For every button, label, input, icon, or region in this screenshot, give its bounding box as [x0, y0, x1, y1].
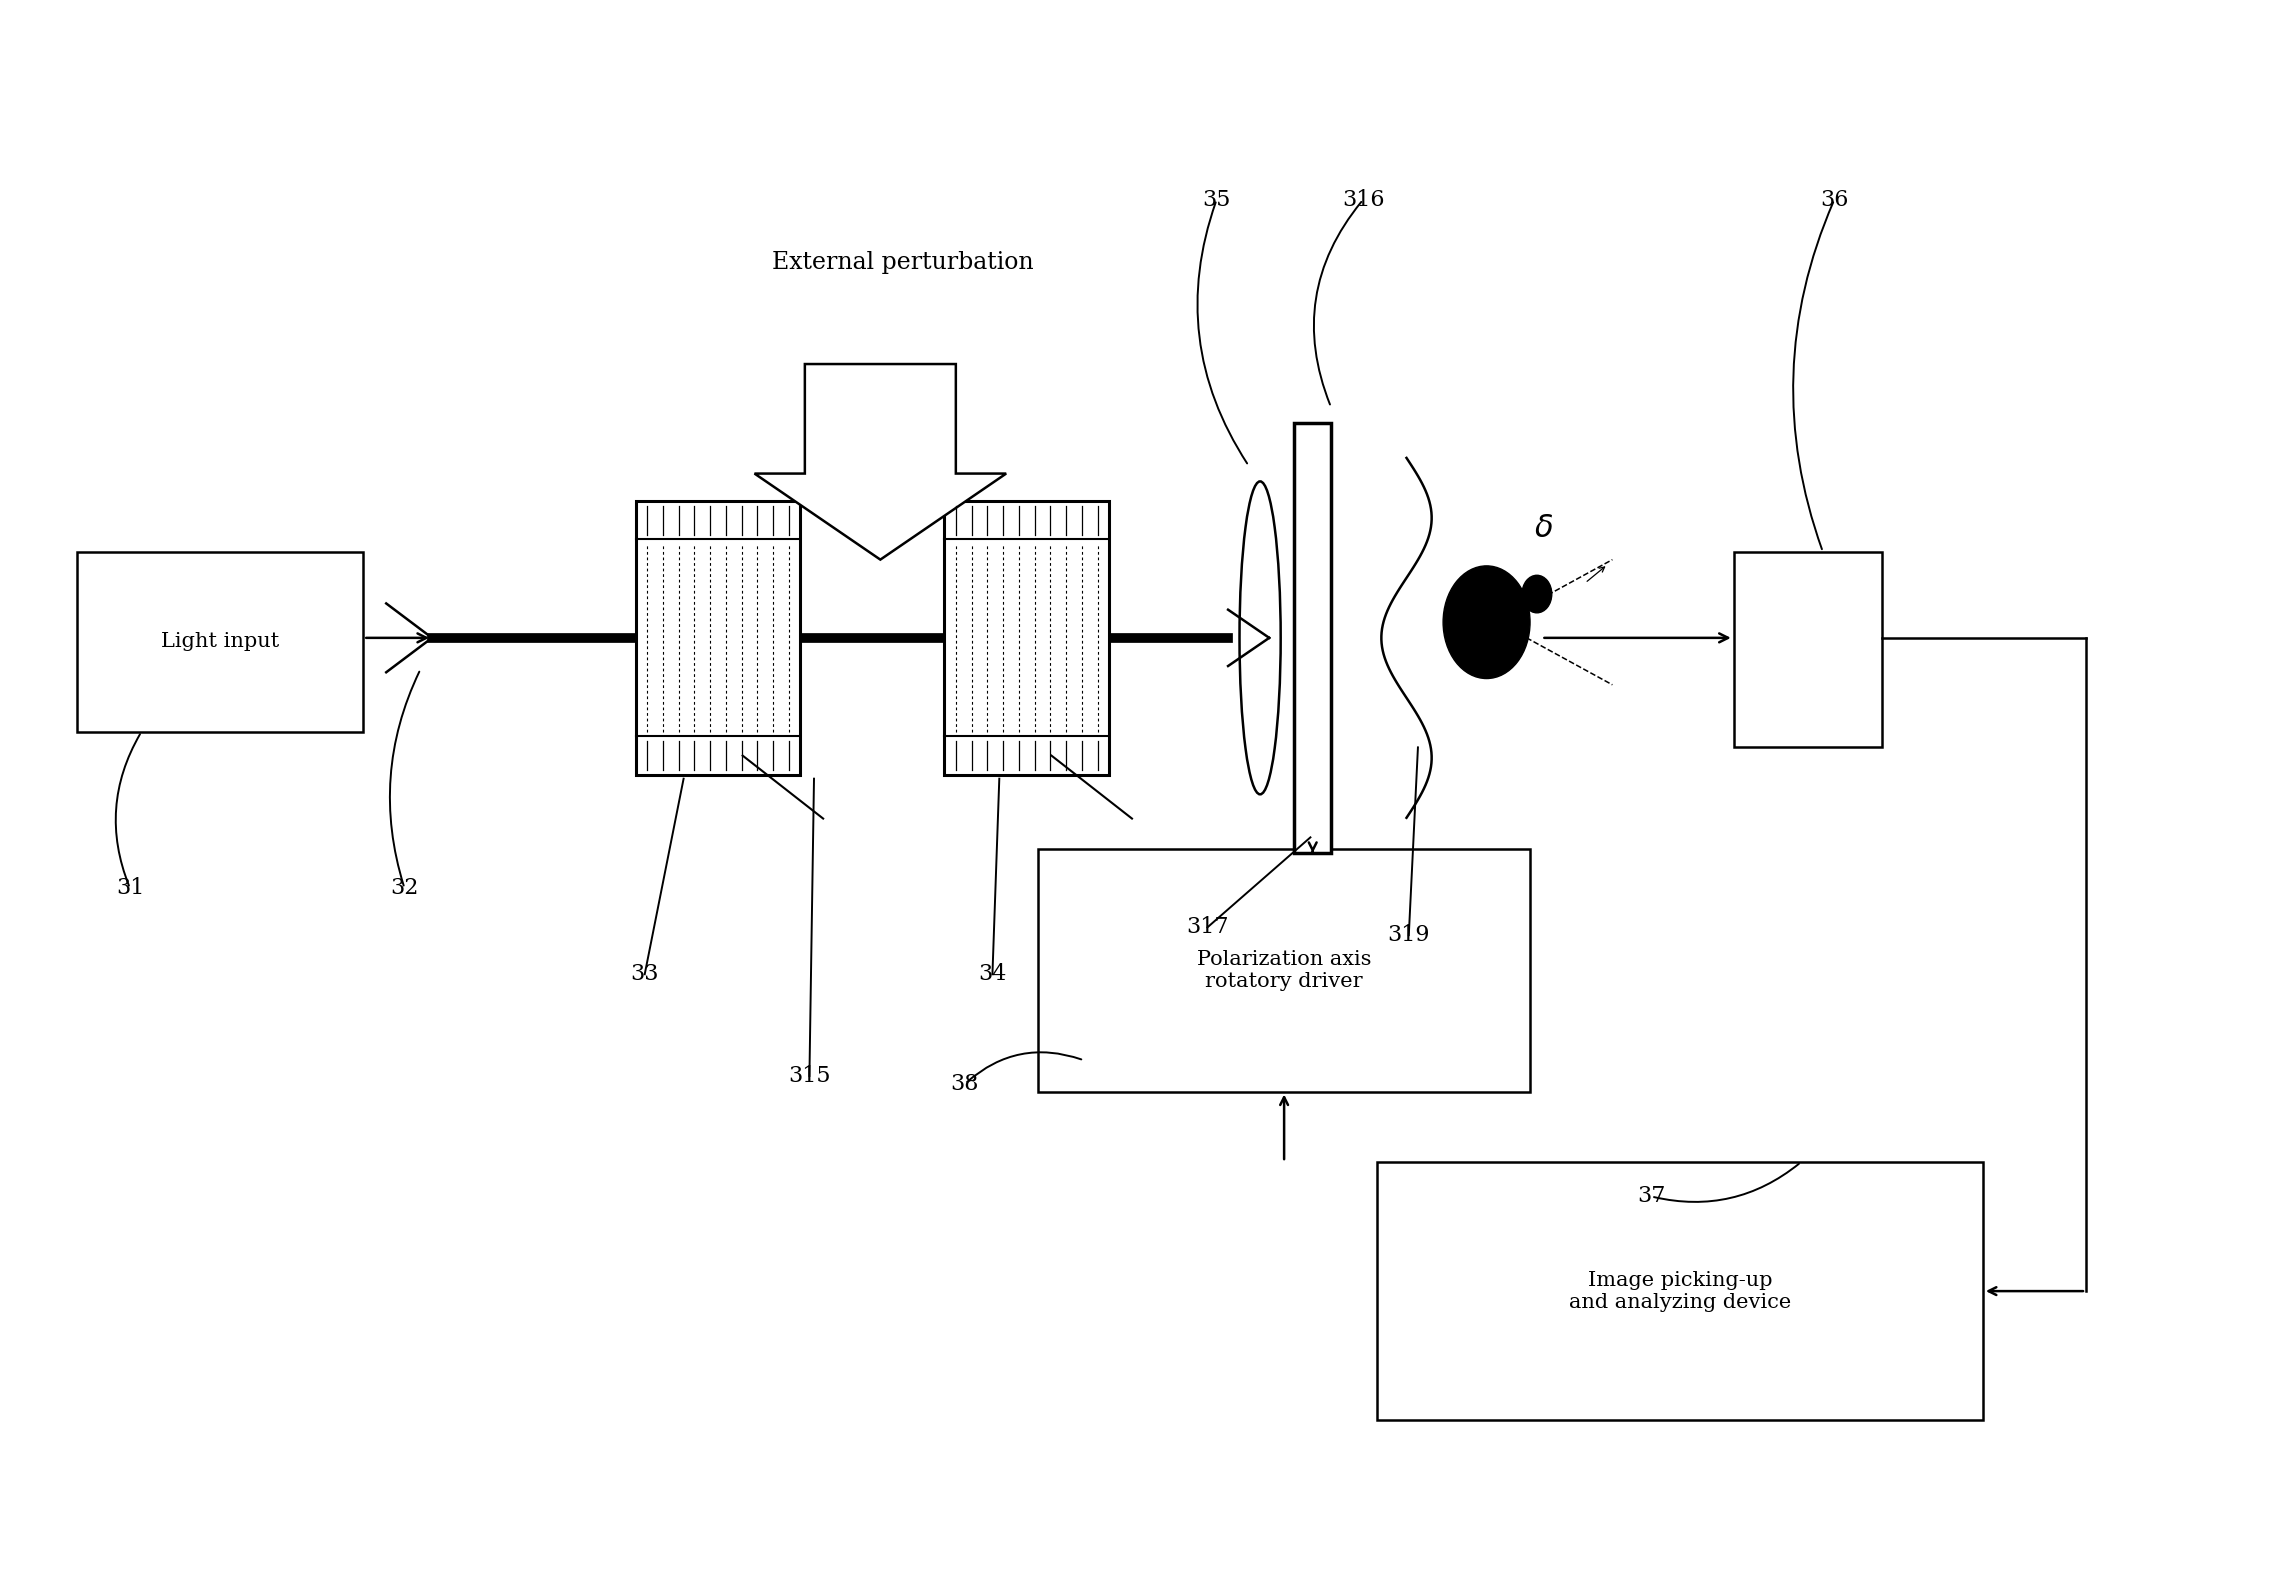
Bar — [1038, 849, 1529, 1092]
Text: $\delta$: $\delta$ — [1534, 513, 1554, 544]
Text: 32: 32 — [390, 878, 418, 900]
Text: External perturbation: External perturbation — [771, 250, 1033, 274]
Text: Polarization axis
rotatory driver: Polarization axis rotatory driver — [1196, 950, 1371, 991]
Polygon shape — [755, 363, 1006, 560]
Text: 36: 36 — [1821, 189, 1848, 211]
Text: 317: 317 — [1187, 917, 1228, 939]
Text: 38: 38 — [951, 1073, 978, 1095]
Bar — [78, 552, 363, 731]
Ellipse shape — [1444, 566, 1529, 678]
Ellipse shape — [1240, 481, 1281, 794]
Bar — [1378, 1162, 1984, 1420]
Text: 315: 315 — [788, 1065, 831, 1087]
Text: 31: 31 — [115, 878, 145, 900]
Text: 37: 37 — [1637, 1186, 1665, 1208]
Text: 33: 33 — [631, 963, 659, 985]
Bar — [1295, 423, 1332, 853]
Text: Light input: Light input — [161, 632, 280, 651]
Bar — [944, 500, 1109, 775]
Text: 35: 35 — [1203, 189, 1231, 211]
Text: 34: 34 — [978, 963, 1006, 985]
Bar — [636, 500, 801, 775]
Bar — [1733, 552, 1883, 747]
Ellipse shape — [1522, 576, 1552, 613]
Text: 319: 319 — [1387, 925, 1430, 945]
Text: 316: 316 — [1341, 189, 1384, 211]
Text: Image picking-up
and analyzing device: Image picking-up and analyzing device — [1568, 1271, 1791, 1312]
